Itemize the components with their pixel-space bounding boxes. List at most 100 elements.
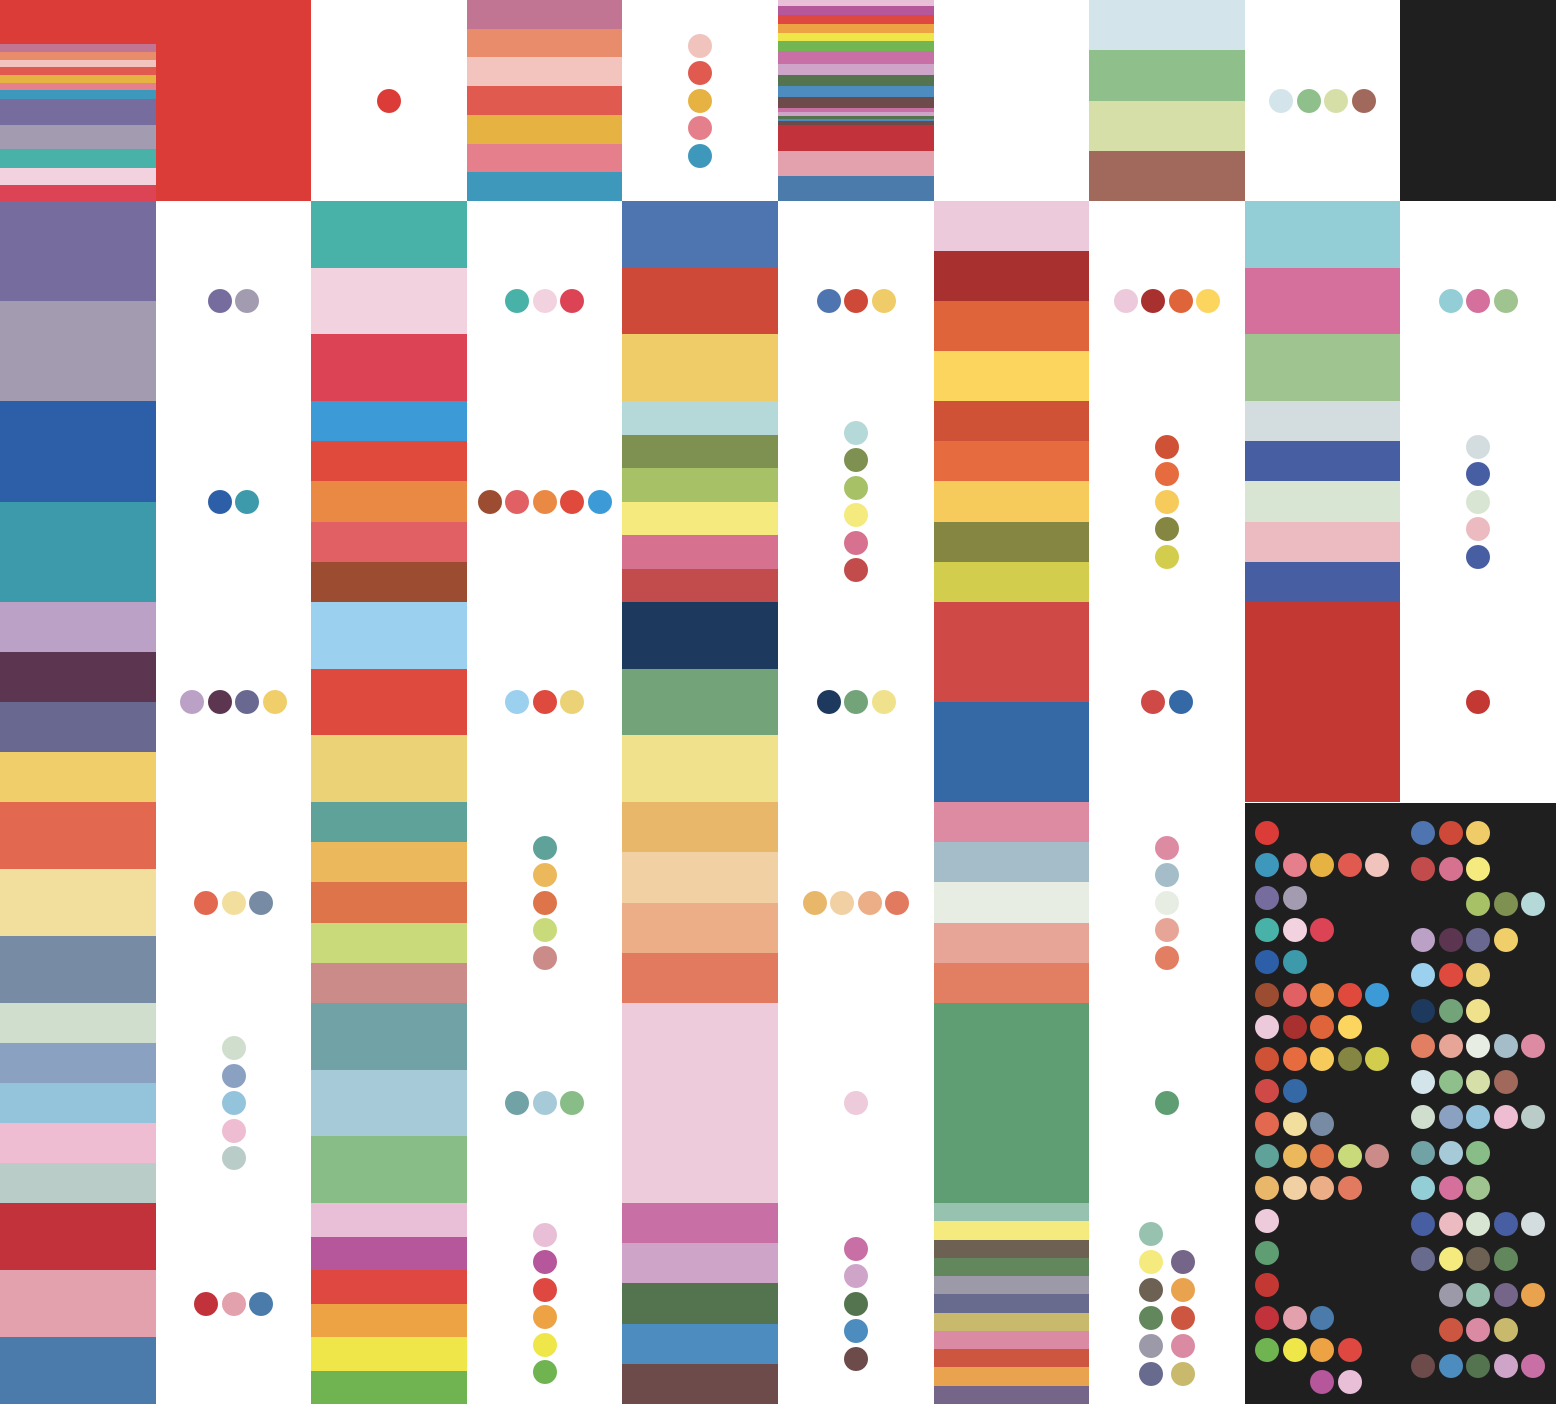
- color-stripe: [311, 668, 467, 736]
- color-swatch-dot: [885, 890, 910, 915]
- color-stripe: [778, 15, 934, 25]
- color-stripe: [622, 535, 778, 569]
- color-stripe: [934, 441, 1089, 482]
- color-swatch-dot: [688, 116, 712, 140]
- color-swatch-dot: [1310, 853, 1334, 878]
- color-swatch-dot: [1493, 1282, 1518, 1307]
- color-stripe: [467, 172, 622, 201]
- palette-cell-dots: [156, 602, 311, 802]
- color-stripe: [0, 602, 156, 652]
- color-stripe: [311, 602, 467, 669]
- color-swatch-dot: [816, 690, 841, 714]
- palette-cell-stripes: [311, 401, 467, 602]
- color-swatch-dot: [1438, 1282, 1463, 1307]
- color-swatch-dot: [221, 1036, 246, 1060]
- color-swatch-dot: [235, 690, 260, 714]
- color-stripe: [622, 735, 778, 802]
- color-swatch-dot: [1411, 1247, 1435, 1271]
- color-swatch-dot: [221, 890, 246, 915]
- palette-cell-stripes: [1245, 401, 1400, 602]
- color-swatch-dot: [1296, 88, 1321, 113]
- palette-cell-dots: [156, 401, 311, 602]
- color-swatch-dot: [1155, 434, 1179, 459]
- palette-cell-stripes: [934, 602, 1089, 802]
- color-stripe: [1245, 441, 1400, 482]
- color-swatch-dot: [1282, 982, 1307, 1007]
- color-stripe: [1245, 201, 1400, 268]
- color-stripe: [622, 334, 778, 401]
- color-swatch-dot: [1255, 1240, 1279, 1265]
- color-swatch-dot: [1255, 917, 1279, 942]
- color-swatch-dot: [1282, 1111, 1307, 1136]
- color-stripe: [0, 802, 156, 869]
- color-swatch-dot: [1493, 1353, 1518, 1378]
- color-swatch-dot: [844, 690, 868, 714]
- color-swatch-dot: [1411, 998, 1435, 1023]
- color-swatch-dot: [1438, 1140, 1463, 1165]
- color-swatch-dot: [1438, 1105, 1463, 1129]
- dot-column: [1171, 1249, 1195, 1386]
- color-swatch-dot: [1155, 890, 1179, 915]
- color-swatch-dot: [1310, 1144, 1334, 1168]
- color-swatch-dot: [1139, 1361, 1163, 1386]
- color-swatch-dot: [1466, 489, 1490, 514]
- color-swatch-dot: [1493, 1069, 1518, 1094]
- color-swatch-dot: [1466, 856, 1490, 881]
- color-stripe: [778, 116, 934, 120]
- color-stripe: [934, 1330, 1089, 1350]
- color-swatch-dot: [1282, 950, 1307, 975]
- palette-cell-stripes: [0, 0, 156, 201]
- color-swatch-dot: [505, 1091, 529, 1115]
- color-stripe: [311, 1236, 467, 1270]
- color-stripe: [0, 90, 156, 99]
- color-swatch-dot: [871, 690, 896, 714]
- color-stripe: [622, 668, 778, 736]
- color-swatch-dot: [1155, 489, 1179, 514]
- color-stripe: [622, 1243, 778, 1284]
- color-swatch-dot: [1255, 1337, 1279, 1362]
- color-swatch-dot: [1337, 1370, 1362, 1395]
- summary-palette-row: [1411, 963, 1490, 987]
- color-stripe: [778, 85, 934, 97]
- color-swatch-dot: [180, 690, 205, 714]
- color-stripe: [0, 1043, 156, 1083]
- color-swatch-dot: [532, 1277, 557, 1302]
- color-stripe: [934, 301, 1089, 351]
- color-swatch-dot: [1521, 1211, 1545, 1236]
- color-stripe: [311, 1136, 467, 1203]
- color-stripe: [0, 201, 156, 301]
- color-swatch-dot: [1196, 289, 1221, 313]
- color-swatch-dot: [505, 489, 529, 514]
- color-stripe: [778, 63, 934, 75]
- color-swatch-dot: [532, 1091, 557, 1115]
- color-stripe: [0, 0, 156, 44]
- color-stripe: [622, 1203, 778, 1244]
- palette-cell-dots: [1089, 401, 1245, 602]
- color-swatch-dot: [1411, 821, 1435, 845]
- color-stripe: [311, 481, 467, 522]
- color-swatch-dot: [221, 1118, 246, 1143]
- color-swatch-dot: [1411, 1105, 1435, 1129]
- color-stripe: [622, 401, 778, 435]
- color-stripe: [778, 96, 934, 109]
- color-swatch-dot: [1255, 885, 1279, 910]
- color-swatch-dot: [844, 448, 868, 473]
- color-swatch-dot: [1466, 544, 1490, 569]
- color-swatch-dot: [1139, 1333, 1163, 1358]
- color-stripe: [934, 521, 1089, 562]
- summary-palette-row: [1255, 853, 1389, 878]
- color-stripe: [934, 702, 1089, 802]
- palette-cell-solid: [1245, 602, 1400, 802]
- color-swatch-dot: [1466, 1211, 1490, 1236]
- color-stripe: [934, 481, 1089, 522]
- color-swatch-dot: [1411, 1176, 1435, 1200]
- color-swatch-dot: [1493, 1211, 1518, 1236]
- palette-cell-stripes: [934, 802, 1089, 1003]
- color-swatch-dot: [477, 489, 502, 514]
- color-stripe: [934, 1367, 1089, 1386]
- color-stripe: [778, 150, 934, 176]
- color-swatch-dot: [221, 1063, 246, 1088]
- color-swatch-dot: [262, 690, 287, 714]
- color-swatch-dot: [1365, 1144, 1389, 1168]
- color-swatch-dot: [1466, 1282, 1490, 1307]
